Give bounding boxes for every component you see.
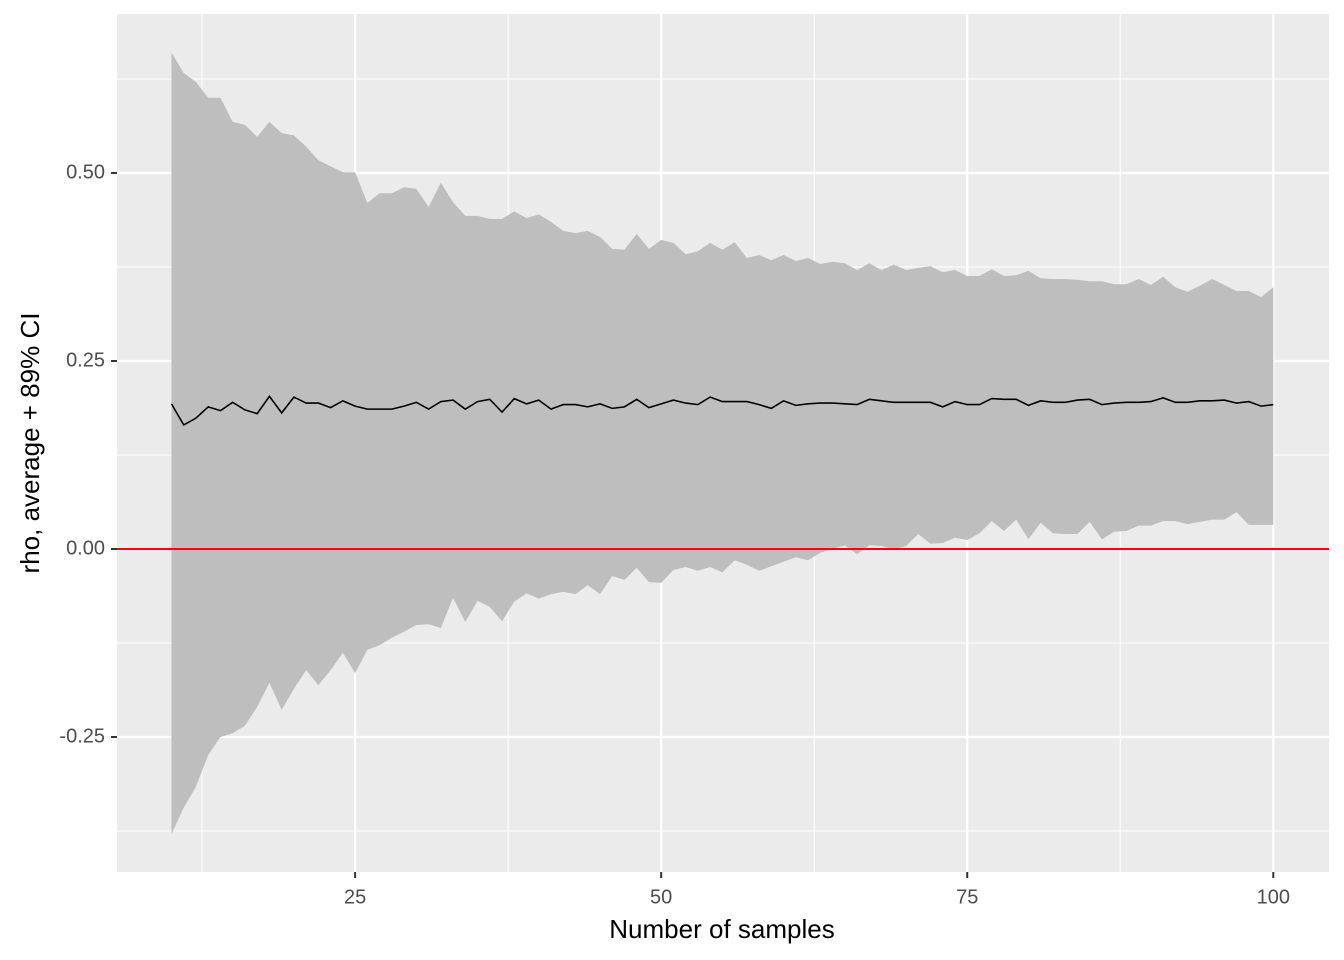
y-axis-title: rho, average + 89% CI bbox=[15, 313, 45, 574]
y-tick-label: 0.00 bbox=[66, 537, 105, 559]
mean-line bbox=[170, 394, 1274, 426]
x-tick-label: 25 bbox=[344, 886, 366, 908]
x-tick-label: 50 bbox=[650, 886, 672, 908]
y-tick-label: -0.25 bbox=[59, 725, 105, 747]
ci-ribbon bbox=[171, 52, 1274, 835]
x-tick-label: 75 bbox=[956, 886, 978, 908]
x-axis-title: Number of samples bbox=[609, 914, 834, 944]
y-tick-label: 0.25 bbox=[66, 349, 105, 371]
y-tick-label: 0.50 bbox=[66, 161, 105, 183]
x-tick-label: 100 bbox=[1257, 886, 1290, 908]
